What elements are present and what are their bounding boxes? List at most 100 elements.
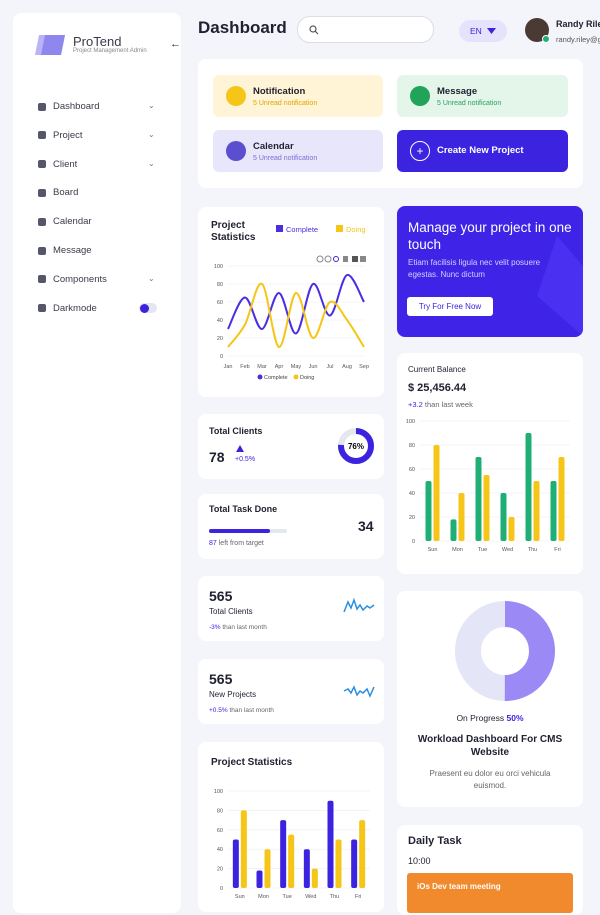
x-tick-label: Wed	[305, 894, 316, 900]
sparkline	[343, 597, 375, 613]
create-project-button[interactable]: + Create New Project	[397, 130, 568, 172]
chart-toolbar[interactable]	[316, 255, 368, 263]
ring-label: 76%	[348, 442, 364, 451]
menu-icon	[38, 304, 46, 313]
workload-card: On Progress 50% Workload Dashboard For C…	[397, 591, 583, 807]
menu-icon	[38, 217, 46, 226]
bar	[288, 834, 295, 888]
line-chart-card: Project Statistics Complete Doing 0 20 40 6…	[198, 207, 384, 397]
collapse[interactable]: ←	[170, 38, 181, 50]
x-tick-label: Jan	[224, 364, 233, 370]
y-tick-label: 40	[217, 318, 223, 324]
calendar-card[interactable]: Calendar 5 Unread notification	[213, 130, 383, 172]
card-subtitle: 5 Unread notification	[253, 155, 318, 162]
card-value: 34	[358, 518, 374, 534]
bar	[458, 493, 465, 541]
x-tick-label: Mon	[258, 894, 269, 900]
stat-change: -3%	[209, 624, 221, 631]
chevron: ⌄	[148, 273, 155, 283]
card-value: 78	[209, 449, 225, 465]
legend-swatch	[276, 225, 283, 232]
balance-change: +3.2	[408, 400, 423, 409]
legend-label: Complete	[264, 375, 288, 381]
y-tick-label: 60	[409, 467, 415, 473]
daily-task-card: Daily Task 10:00 iOs Dev team meeting	[397, 825, 583, 915]
balance: $ 25,456.44	[408, 382, 467, 394]
menu-item[interactable]: Components	[38, 274, 107, 285]
x-tick-label: Fri	[554, 547, 560, 553]
y-tick-label: 100	[214, 789, 223, 795]
legend-swatch	[336, 225, 343, 232]
project-stats-card: Project Statistics 0 20 40 60 80 100 Sun Mon Tue…	[198, 742, 384, 912]
menu-item[interactable]: Calendar	[38, 216, 92, 227]
bar	[327, 800, 334, 888]
menu-label: Client	[53, 158, 78, 170]
x-tick-label: Tue	[283, 894, 292, 900]
y-tick-label: 40	[409, 491, 415, 497]
menu-icon	[38, 160, 46, 169]
language-label: EN	[470, 26, 482, 36]
language[interactable]: EN	[459, 20, 507, 42]
notification-card[interactable]: Notification 5 Unread notification	[213, 75, 383, 117]
chart-title: Project Statistics	[211, 757, 293, 768]
donut-value: 50%	[506, 713, 524, 723]
y-tick-label: 100	[406, 419, 415, 425]
task-event[interactable]: iOs Dev team meeting	[407, 873, 573, 913]
task-time: 10:00	[408, 856, 431, 866]
banner: Manage your project in one touch Etiam f…	[397, 206, 583, 337]
logo	[35, 35, 65, 55]
total-clients-card: Total Clients 78 +0.5% 76%	[198, 414, 384, 479]
stat-card: 565 Total Clients -3% than last month	[198, 576, 384, 641]
tagline: Project Management Admin	[73, 48, 147, 54]
darkmode-toggle[interactable]	[139, 303, 157, 313]
bar	[450, 519, 457, 541]
bar	[425, 481, 432, 541]
event-title: iOs Dev team meeting	[417, 882, 501, 891]
menu-item[interactable]: Dashboard	[38, 101, 99, 112]
message-card[interactable]: Message 5 Unread notification	[397, 75, 568, 117]
bar	[550, 481, 557, 541]
progress-bar	[209, 529, 270, 533]
x-tick-label: Thu	[528, 547, 537, 553]
stat-label: New Projects	[209, 690, 257, 699]
bar	[508, 517, 515, 541]
y-tick-label: 80	[217, 282, 223, 288]
card-title: Total Clients	[209, 426, 263, 436]
bar	[359, 820, 366, 888]
menu-item[interactable]: Darkmode	[38, 303, 97, 314]
bar	[533, 481, 540, 541]
bar	[240, 810, 247, 888]
avatar[interactable]	[525, 18, 550, 43]
chart-title: Project Statistics	[211, 220, 256, 243]
chevron: ⌄	[148, 101, 155, 110]
legend-label: Doing	[300, 375, 314, 381]
menu-item[interactable]: Message	[38, 245, 92, 256]
menu-item[interactable]: Project	[38, 130, 83, 141]
menu-label: Calendar	[53, 216, 92, 228]
menu-item[interactable]: Client	[38, 159, 77, 170]
menu-item[interactable]: Board	[38, 187, 78, 198]
bar	[475, 457, 482, 541]
menu-icon	[38, 131, 46, 140]
bar	[500, 493, 507, 541]
search[interactable]	[297, 16, 434, 43]
banner-text: Etiam facilisis ligula nec velit posuere…	[408, 258, 541, 279]
bar	[558, 457, 565, 541]
balance-change-text: than last week	[424, 400, 473, 409]
y-tick-label: 60	[217, 300, 223, 306]
chevron: ⌄	[148, 129, 155, 139]
x-tick-label: Mar	[257, 364, 267, 370]
progress-track	[209, 529, 287, 533]
chevron: ⌄	[148, 158, 155, 168]
y-tick-label: 100	[214, 264, 223, 270]
x-tick-label: Sun	[428, 547, 438, 553]
bar	[335, 839, 342, 888]
bar	[280, 820, 287, 888]
stat-card: 565 New Projects +0.5% than last month	[198, 659, 384, 724]
banner-button[interactable]: Try For Free Now	[407, 297, 493, 316]
card-title: Total Task Done	[209, 504, 278, 514]
y-tick-label: 60	[217, 828, 223, 834]
menu-icon	[38, 188, 46, 197]
card-title: Workload Dashboard For CMS Website	[417, 734, 563, 758]
